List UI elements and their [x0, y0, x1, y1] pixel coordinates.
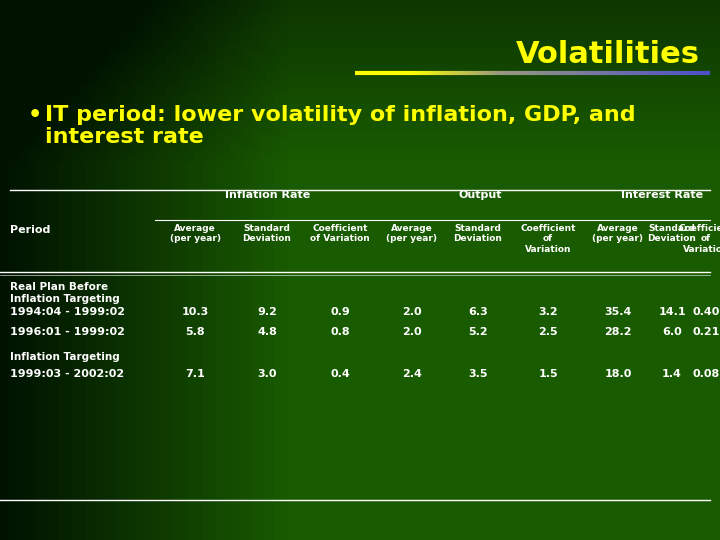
Text: Standard
Deviation: Standard Deviation — [243, 224, 292, 244]
Text: 9.2: 9.2 — [257, 307, 277, 317]
Text: Real Plan Before: Real Plan Before — [10, 282, 108, 292]
Text: Average
(per year): Average (per year) — [387, 224, 438, 244]
Text: Inflation Targeting: Inflation Targeting — [10, 294, 120, 304]
Text: 0.21: 0.21 — [693, 327, 720, 337]
Text: interest rate: interest rate — [45, 127, 204, 147]
Text: Period: Period — [10, 225, 50, 235]
Text: 10.3: 10.3 — [181, 307, 209, 317]
Text: Inflation Rate: Inflation Rate — [225, 190, 310, 200]
Text: 2.0: 2.0 — [402, 307, 422, 317]
Text: Coefficient
of
Variation: Coefficient of Variation — [678, 224, 720, 254]
Text: 0.9: 0.9 — [330, 307, 350, 317]
Text: Average
(per year): Average (per year) — [169, 224, 220, 244]
Text: Coefficient
of Variation: Coefficient of Variation — [310, 224, 370, 244]
Text: 5.2: 5.2 — [468, 327, 488, 337]
Text: Output: Output — [458, 190, 502, 200]
Text: Average
(per year): Average (per year) — [593, 224, 644, 244]
Text: Interest Rate: Interest Rate — [621, 190, 703, 200]
Text: IT period: lower volatility of inflation, GDP, and: IT period: lower volatility of inflation… — [45, 105, 636, 125]
Text: 18.0: 18.0 — [604, 369, 631, 379]
Text: 7.1: 7.1 — [185, 369, 205, 379]
Text: 0.40: 0.40 — [693, 307, 720, 317]
Text: 2.0: 2.0 — [402, 327, 422, 337]
Text: 14.1: 14.1 — [658, 307, 686, 317]
Text: Inflation Targeting: Inflation Targeting — [10, 352, 120, 362]
Text: •: • — [28, 105, 42, 125]
Text: 35.4: 35.4 — [604, 307, 631, 317]
Text: 28.2: 28.2 — [604, 327, 631, 337]
Text: 2.5: 2.5 — [538, 327, 558, 337]
Text: 4.8: 4.8 — [257, 327, 277, 337]
Text: 5.8: 5.8 — [185, 327, 204, 337]
Text: 3.5: 3.5 — [468, 369, 487, 379]
Text: 3.2: 3.2 — [538, 307, 558, 317]
Text: 3.0: 3.0 — [257, 369, 276, 379]
Text: 0.8: 0.8 — [330, 327, 350, 337]
Text: Standard
Deviation: Standard Deviation — [647, 224, 696, 244]
Text: 2.4: 2.4 — [402, 369, 422, 379]
Text: 0.4: 0.4 — [330, 369, 350, 379]
Text: 6.0: 6.0 — [662, 327, 682, 337]
Text: Coefficient
of
Variation: Coefficient of Variation — [521, 224, 576, 254]
Text: 6.3: 6.3 — [468, 307, 488, 317]
Text: Standard
Deviation: Standard Deviation — [454, 224, 503, 244]
Text: 1.5: 1.5 — [538, 369, 558, 379]
Text: 0.08: 0.08 — [693, 369, 719, 379]
Text: 1999:03 - 2002:02: 1999:03 - 2002:02 — [10, 369, 124, 379]
Text: 1994:04 - 1999:02: 1994:04 - 1999:02 — [10, 307, 125, 317]
Text: 1996:01 - 1999:02: 1996:01 - 1999:02 — [10, 327, 125, 337]
Text: 1.4: 1.4 — [662, 369, 682, 379]
Text: Volatilities: Volatilities — [516, 40, 700, 69]
